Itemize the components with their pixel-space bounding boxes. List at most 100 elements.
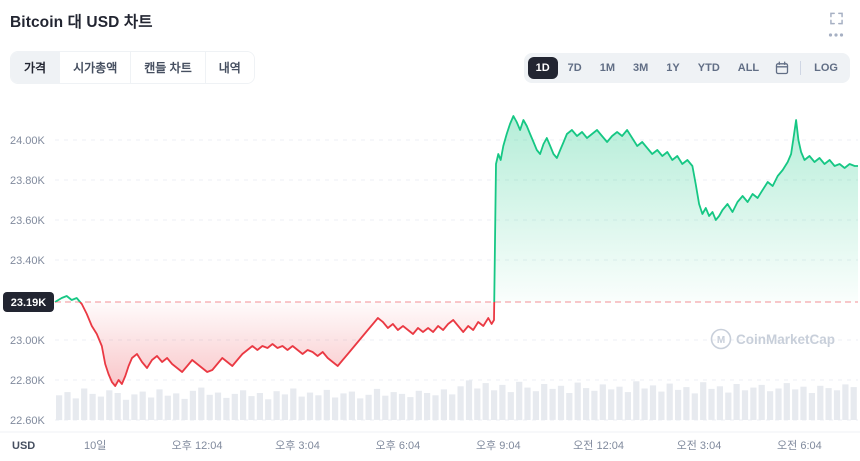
- volume-bar: [541, 384, 548, 420]
- volume-bar: [56, 395, 63, 421]
- x-axis-label: 오후 3:04: [275, 439, 320, 452]
- fullscreen-icon[interactable]: [826, 10, 846, 26]
- x-axis-label: 오후 9:04: [476, 439, 521, 452]
- current-price-badge: [3, 292, 54, 312]
- volume-bar: [758, 384, 765, 420]
- x-axis-label: 10일: [84, 438, 106, 452]
- tab-history[interactable]: 내역: [205, 52, 254, 83]
- volume-bar: [365, 394, 372, 420]
- volume-bar: [139, 391, 146, 420]
- range-1y[interactable]: 1Y: [658, 57, 687, 79]
- volume-bar: [599, 384, 606, 420]
- y-axis-label: 22.80K: [10, 375, 46, 387]
- current-price-label: 23.19K: [11, 297, 47, 309]
- volume-bar: [223, 397, 230, 420]
- range-7d[interactable]: 7D: [560, 57, 590, 79]
- toolbar-divider: [800, 60, 802, 75]
- time-range-group: 1D 7D 1M 3M 1Y YTD ALL LOG: [523, 52, 850, 83]
- volume-bar: [114, 393, 121, 420]
- log-scale-button[interactable]: LOG: [806, 57, 846, 79]
- volume-bar: [248, 396, 255, 420]
- volume-bar: [424, 393, 431, 420]
- volume-bar: [499, 384, 506, 420]
- x-axis-label: 오전 3:04: [677, 439, 722, 452]
- tab-price[interactable]: 가격: [11, 52, 61, 83]
- volume-bar: [407, 397, 414, 420]
- volume-bar: [373, 388, 381, 420]
- more-options-icon[interactable]: [826, 27, 846, 43]
- volume-bar: [624, 392, 631, 420]
- coinmarketcap-watermark: M CoinMarketCap: [710, 328, 835, 350]
- calendar-icon[interactable]: [769, 58, 795, 78]
- volume-bar: [716, 386, 723, 421]
- range-1m[interactable]: 1M: [592, 57, 623, 79]
- volume-bar: [783, 383, 790, 420]
- volume-bar: [181, 398, 188, 420]
- y-axis-label: 23.00K: [10, 335, 46, 347]
- x-axis-label: 오후 12:04: [172, 439, 223, 452]
- range-3m[interactable]: 3M: [625, 57, 656, 79]
- volume-bar: [725, 392, 732, 420]
- volume-bar: [97, 396, 104, 420]
- volume-bar: [390, 392, 397, 420]
- x-axis-label: 오전 12:04: [573, 439, 624, 452]
- volume-bar: [633, 381, 640, 420]
- header-actions: [826, 10, 846, 43]
- volume-bar: [332, 397, 339, 420]
- volume-bar: [557, 385, 565, 420]
- volume-bar: [675, 389, 682, 421]
- price-line-down: [55, 302, 496, 387]
- volume-bar: [616, 386, 623, 420]
- volume-bar: [231, 393, 238, 420]
- range-all[interactable]: ALL: [730, 57, 767, 79]
- price-chart[interactable]: 24.00K 23.80K 23.60K 23.40K 23.00K 22.80K 22.6…: [0, 88, 860, 461]
- volume-bar: [440, 389, 447, 420]
- volume-bar: [808, 393, 815, 420]
- volume-bar: [72, 398, 79, 420]
- volume-bar: [532, 391, 539, 420]
- y-axis-label: 23.60K: [10, 215, 46, 227]
- volume-bar: [156, 389, 163, 420]
- volume-bar: [432, 395, 439, 421]
- volume-bar: [474, 388, 481, 420]
- volume-bar: [750, 387, 757, 420]
- volume-bar: [574, 382, 581, 420]
- y-axis-label: 23.80K: [10, 175, 46, 187]
- volume-bar: [240, 390, 247, 420]
- range-ytd[interactable]: YTD: [690, 57, 728, 79]
- volume-bar: [767, 391, 774, 420]
- volume-bar: [64, 392, 71, 420]
- area-fill-down: [55, 302, 858, 386]
- price-line-up: [54, 115, 858, 302]
- volume-bar: [658, 391, 665, 420]
- y-axis-label: 23.40K: [10, 255, 46, 267]
- volume-bar: [741, 390, 749, 420]
- volume-bar: [81, 388, 88, 420]
- volume-bar: [457, 386, 464, 421]
- volume-bar: [800, 386, 807, 420]
- volume-bar: [842, 384, 849, 420]
- volume-bar: [173, 393, 180, 420]
- volume-bar: [482, 383, 489, 420]
- range-1d[interactable]: 1D: [527, 56, 558, 79]
- volume-bar: [256, 393, 263, 420]
- chart-header: Bitcoin 대 USD 차트: [0, 0, 860, 43]
- volume-bar: [775, 388, 782, 420]
- volume-bar: [449, 394, 456, 420]
- volume-bar: [189, 390, 196, 421]
- volume-bar: [281, 394, 288, 420]
- volume-bar: [148, 397, 155, 420]
- volume-bar: [164, 395, 171, 420]
- volume-bar: [398, 393, 406, 420]
- volume-bar: [608, 389, 615, 420]
- tab-candle-chart[interactable]: 캔들 차트: [131, 52, 206, 83]
- volume-bar: [691, 393, 698, 420]
- volume-bar: [583, 388, 590, 420]
- volume-bar: [792, 389, 799, 420]
- tab-market-cap[interactable]: 시가총액: [60, 52, 132, 83]
- watermark-logo-letter: M: [717, 335, 725, 346]
- chart-svg: 24.00K 23.80K 23.60K 23.40K 23.00K 22.80K 22.6…: [0, 115, 860, 452]
- volume-bar: [273, 391, 280, 420]
- area-fill-up: [55, 116, 858, 302]
